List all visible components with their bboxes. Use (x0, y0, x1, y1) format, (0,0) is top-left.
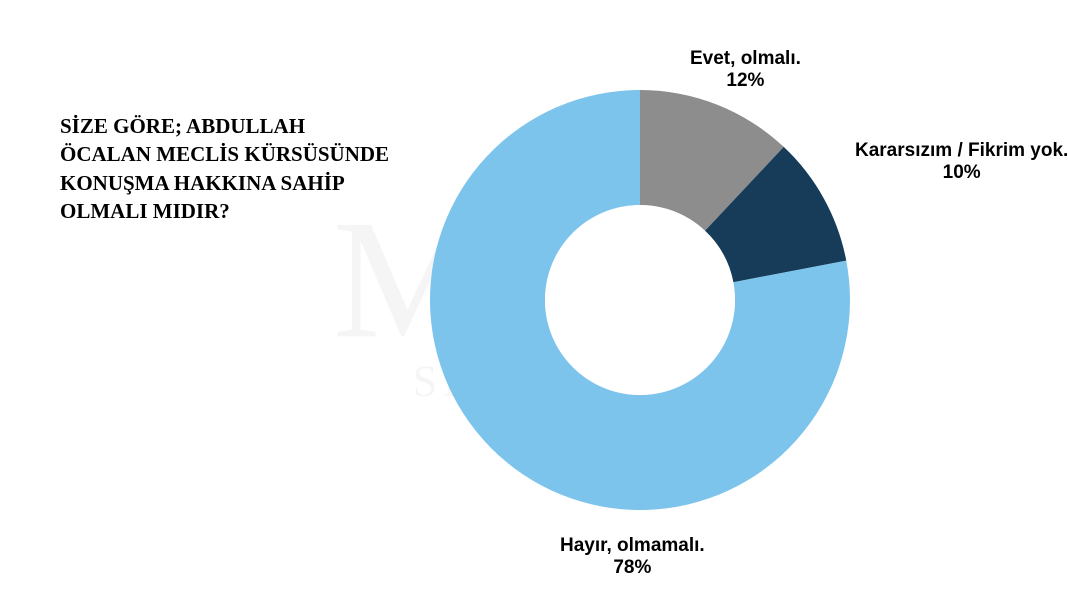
donut-chart (430, 90, 850, 515)
label-pct-evet: 12% (690, 70, 801, 92)
label-text-hayir: Hayır, olmamalı. (560, 535, 705, 557)
label-hayir: Hayır, olmamalı.78% (560, 535, 705, 579)
donut-svg (430, 90, 850, 510)
survey-question: SİZE GÖRE; ABDULLAH ÖCALAN MECLİS KÜRSÜS… (60, 112, 400, 225)
label-kararsiz: Kararsızım / Fikrim yok.10% (855, 140, 1068, 184)
label-pct-kararsiz: 10% (855, 162, 1068, 184)
label-text-kararsiz: Kararsızım / Fikrim yok. (855, 140, 1068, 162)
label-text-evet: Evet, olmalı. (690, 48, 801, 70)
label-evet: Evet, olmalı.12% (690, 48, 801, 92)
label-pct-hayir: 78% (560, 557, 705, 579)
donut-hole (545, 205, 735, 395)
